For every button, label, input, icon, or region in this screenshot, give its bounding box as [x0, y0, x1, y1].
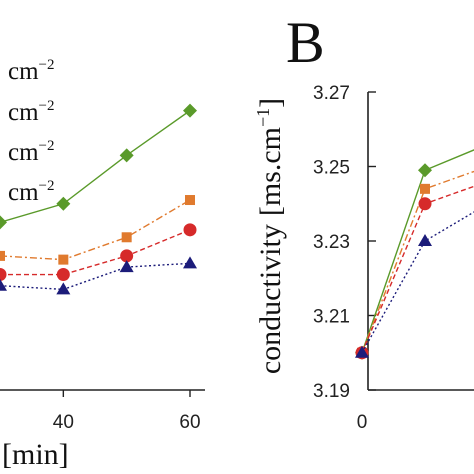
- panel-b-y-ticks: 3.19 3.21 3.23 3.25 3.27: [313, 83, 376, 402]
- legend-entry-1: cm−2: [8, 57, 55, 85]
- y-axis-label-close: ]: [254, 98, 287, 108]
- legend-unit: cm: [8, 139, 39, 166]
- panel-a-series-1-marker-1: [0, 215, 7, 230]
- panel-b-y-tick-label: 3.27: [313, 83, 350, 104]
- panel-a-series-2-marker-1: [0, 250, 5, 261]
- legend-exponent: −2: [39, 138, 55, 154]
- panel-a-x-ticks: 40 60: [53, 390, 201, 433]
- y-axis-label: conductivity [ms.cm−1]: [253, 98, 287, 374]
- panel-b-series-4-line: [361, 211, 474, 354]
- panel-b-y-tick-label: 3.25: [313, 158, 350, 179]
- panel-label: B: [286, 10, 325, 75]
- panel-b-x-ticks: 0: [357, 412, 368, 433]
- panel-a-x-tick-label: 40: [53, 412, 74, 433]
- y-axis-label-unit-exponent: −1: [253, 108, 273, 127]
- panel-a-series-1-marker-2: [56, 196, 71, 211]
- legend-unit: cm: [8, 58, 39, 85]
- panel-b-series-2-marker-2: [420, 183, 430, 194]
- legend: cm−2cm−2cm−2cm−2: [8, 57, 55, 206]
- panel-b-y-tick-label: 3.21: [313, 307, 350, 328]
- legend-entry-3: cm−2: [8, 138, 55, 166]
- panel-a-series: [0, 103, 197, 295]
- panel-a-x-tick-label: 60: [179, 412, 200, 433]
- panel-a: cm−2cm−2cm−2cm−2 40 60 [min]: [0, 57, 205, 471]
- panel-a-series-2-marker-2: [58, 254, 69, 265]
- panel-b-series-2-line: [361, 170, 474, 354]
- panel-a-series-4-marker-1: [0, 278, 7, 291]
- y-axis-label-text: conductivity: [254, 224, 287, 374]
- legend-exponent: −2: [39, 98, 55, 114]
- panel-b-series-4-marker-1: [355, 345, 369, 358]
- panel-b-y-tick-label: 3.19: [313, 381, 350, 402]
- panel-a-series-3-marker-2: [56, 268, 70, 282]
- panel-b-y-tick-label: 3.23: [313, 232, 350, 253]
- panel-a-series-4-marker-3: [119, 260, 134, 273]
- legend-unit: cm: [8, 99, 39, 126]
- panel-b-series-1-line: [361, 149, 474, 353]
- legend-unit: cm: [8, 179, 39, 206]
- y-axis-label-unit: [ms.cm: [254, 127, 287, 216]
- panel-a-series-3-line: [0, 229, 191, 276]
- panel-a-series-4-marker-4: [183, 256, 197, 269]
- legend-exponent: −2: [39, 57, 55, 73]
- panel-b-series-4-marker-2: [418, 234, 432, 246]
- panel-a-series-3-marker-4: [183, 223, 197, 237]
- panel-b-series-1-marker-2: [418, 163, 432, 178]
- panel-b-series-3-marker-2: [418, 197, 432, 211]
- legend-entry-2: cm−2: [8, 98, 55, 126]
- panel-a-series-2-marker-3: [121, 232, 132, 243]
- panel-a-series-1-marker-3: [119, 148, 134, 163]
- legend-exponent: −2: [39, 178, 55, 194]
- panel-a-series-4-marker-2: [56, 282, 71, 295]
- panel-a-series-3-marker-1: [0, 268, 7, 282]
- panel-a-x-axis-label: [min]: [2, 438, 69, 471]
- panel-a-series-2-marker-4: [185, 195, 195, 206]
- panel-b-x-tick-label: 0: [357, 412, 368, 433]
- panel-a-series-1-line: [0, 110, 191, 224]
- panel-a-series-4-line: [0, 262, 191, 291]
- panel-a-series-3-marker-3: [120, 249, 134, 263]
- legend-entry-4: cm−2: [8, 178, 55, 206]
- panel-a-series-1-marker-4: [183, 103, 197, 118]
- panel-b-series: [355, 149, 474, 360]
- panel-a-series-2-line: [0, 199, 191, 261]
- panel-b: B 3.19 3.21 3.23 3.25 3.27 0 conductivity [ms…: [253, 10, 474, 433]
